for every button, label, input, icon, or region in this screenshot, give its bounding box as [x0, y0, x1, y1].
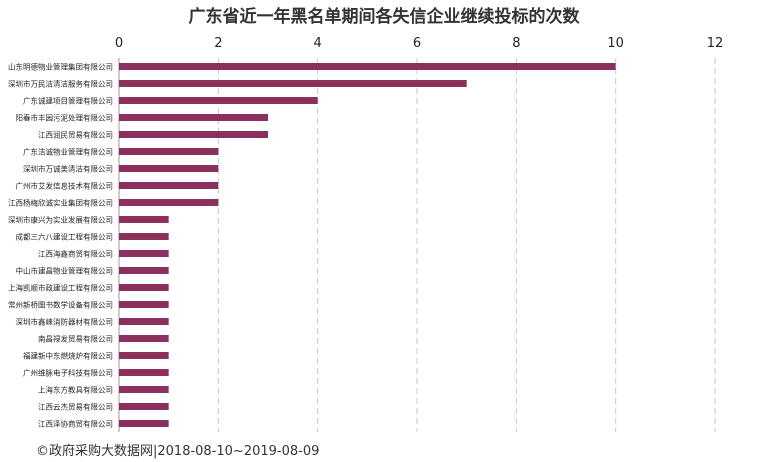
x-tick-label: 4 — [314, 36, 322, 51]
bars — [119, 63, 616, 427]
category-label: 深圳市鑫崃消防器材有限公司 — [16, 317, 114, 327]
category-label: 江西润民贸易有限公司 — [38, 130, 113, 140]
grid-lines — [118, 58, 716, 432]
x-tick-label: 12 — [707, 36, 724, 51]
bar — [119, 97, 318, 104]
category-label: 常州新桥图书数学设备有限公司 — [8, 300, 113, 310]
bar — [119, 148, 219, 155]
bar — [119, 114, 268, 121]
category-label: 深圳市万民洁清洁服务有限公司 — [8, 79, 113, 89]
category-label: 南昌禄发贸易有限公司 — [38, 334, 113, 344]
bar — [119, 165, 219, 172]
bar — [119, 352, 169, 359]
category-label: 江西云杰贸易有限公司 — [38, 402, 113, 412]
category-label: 上海东方教具有限公司 — [38, 385, 113, 395]
category-label: 福建新中东燃烧炉有限公司 — [23, 351, 113, 361]
x-axis-ticks: 0 2 4 6 8 10 12 — [115, 36, 723, 51]
category-label: 广东洁诚物业管理有限公司 — [23, 147, 113, 157]
category-label: 江西杨梅欣诚实业集团有限公司 — [8, 198, 113, 208]
bar — [119, 335, 169, 342]
category-label: 深圳市万诚美清洁有限公司 — [23, 164, 113, 174]
category-label: 江西泽协商贸有限公司 — [38, 419, 113, 429]
category-label: 上海凯顺市政建设工程有限公司 — [8, 283, 113, 293]
x-tick-label: 10 — [607, 36, 624, 51]
x-tick-label: 2 — [214, 36, 222, 51]
category-label: 江西海鑫商贸有限公司 — [38, 249, 113, 259]
bar — [119, 386, 169, 393]
bar — [119, 216, 169, 223]
category-label: 广州市艾发信息技术有限公司 — [16, 181, 114, 191]
bar — [119, 420, 169, 427]
bar — [119, 284, 169, 291]
category-labels: 山东明德物业管理集团有限公司深圳市万民洁清洁服务有限公司广东诚建项目管理有限公司… — [8, 62, 113, 429]
bar — [119, 318, 169, 325]
category-label: 广州维脉电子科技有限公司 — [23, 368, 113, 378]
category-label: 广东诚建项目管理有限公司 — [23, 96, 113, 106]
x-tick-label: 8 — [512, 36, 520, 51]
bar — [119, 199, 219, 206]
bar — [119, 233, 169, 240]
bar — [119, 403, 169, 410]
category-label: 山东明德物业管理集团有限公司 — [8, 62, 113, 72]
bar — [119, 182, 219, 189]
bar — [119, 267, 169, 274]
bar — [119, 63, 616, 70]
category-label: 深圳市康兴为实业发展有限公司 — [8, 215, 113, 225]
x-tick-label: 6 — [413, 36, 421, 51]
category-label: 成都三六八建设工程有限公司 — [16, 232, 114, 242]
bar — [119, 301, 169, 308]
bar — [119, 80, 467, 87]
bar — [119, 369, 169, 376]
category-label: 中山市建昌物业管理有限公司 — [16, 266, 114, 276]
bar — [119, 131, 268, 138]
bar — [119, 250, 169, 257]
category-label: 阳春市丰园污泥处理有限公司 — [16, 113, 114, 123]
x-tick-label: 0 — [115, 36, 123, 51]
chart-title: 广东省近一年黑名单期间各失信企业继续投标的次数 — [188, 7, 580, 27]
footer-source: ©政府采购大数据网|2018-08-10~2019-08-09 — [36, 444, 320, 459]
